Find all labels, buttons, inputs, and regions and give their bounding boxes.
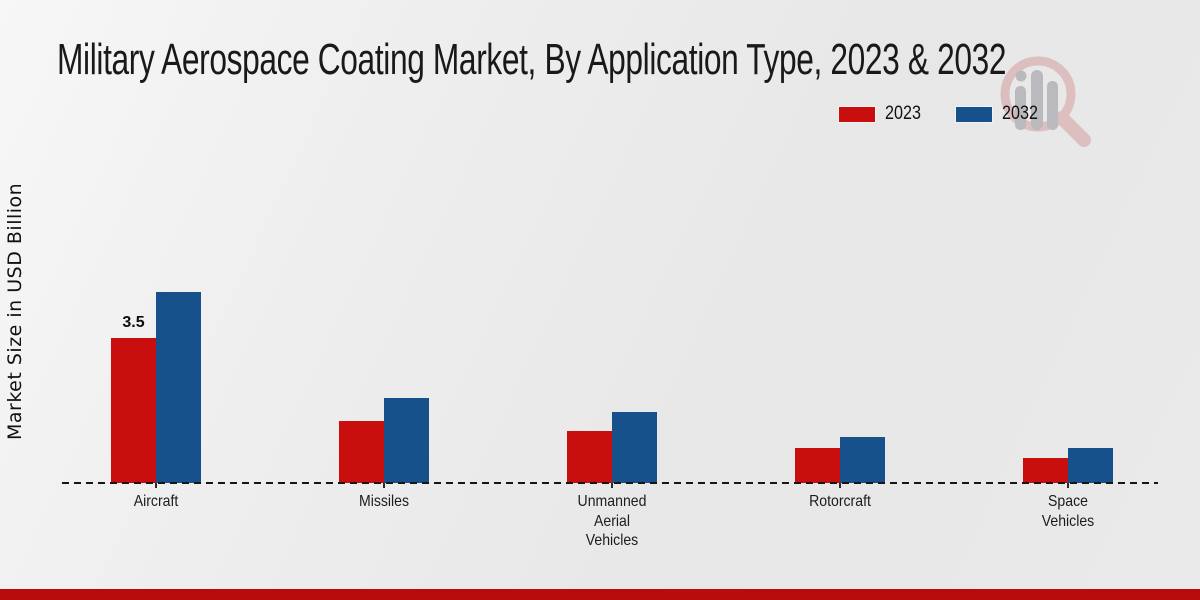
category-group-missiles: Missiles bbox=[270, 262, 498, 510]
legend-item-2032: 2032 bbox=[955, 103, 1044, 125]
plot-area: 3.5 Aircraft Missiles Unmanned Aerial Vehic… bbox=[42, 262, 1182, 549]
x-axis-tick-aircraft bbox=[155, 483, 157, 488]
category-label-space-vehicles: Space Vehicles bbox=[1041, 493, 1095, 530]
bar-2032-space-vehicles bbox=[1068, 448, 1113, 483]
x-axis-tick-missiles bbox=[383, 483, 385, 488]
legend-label-2023: 2023 bbox=[885, 103, 921, 124]
y-axis-label: Market Size in USD Billion bbox=[4, 182, 26, 440]
category-label-aircraft: Aircraft bbox=[133, 493, 179, 510]
x-axis-tick-space-vehicles bbox=[1067, 483, 1069, 488]
legend-swatch-2032 bbox=[955, 105, 994, 123]
bar-2032-aircraft bbox=[156, 292, 201, 483]
category-label-unmanned-aerial-vehicles: Unmanned Aerial Vehicles bbox=[577, 493, 647, 550]
category-label-missiles: Missiles bbox=[358, 493, 410, 510]
category-group-aircraft: 3.5 Aircraft bbox=[42, 262, 270, 510]
bar-2023-rotorcraft bbox=[795, 448, 840, 483]
bar-value-label-aircraft: 3.5 bbox=[122, 314, 145, 331]
category-group-unmanned-aerial-vehicles: Unmanned Aerial Vehicles bbox=[498, 262, 726, 549]
bar-2023-unmanned-aerial-vehicles bbox=[567, 431, 612, 483]
bar-2023-missiles bbox=[339, 421, 384, 483]
legend-label-2032: 2032 bbox=[1002, 103, 1039, 124]
bar-2023-aircraft: 3.5 bbox=[111, 314, 156, 483]
category-group-rotorcraft: Rotorcraft bbox=[726, 262, 954, 510]
x-axis-tick-rotorcraft bbox=[839, 483, 841, 488]
category-group-space-vehicles: Space Vehicles bbox=[954, 262, 1182, 530]
chart-title: Military Aerospace Coating Market, By Ap… bbox=[57, 35, 1007, 84]
legend-item-2023: 2023 bbox=[838, 103, 927, 125]
magnifier-chart-watermark-icon bbox=[1000, 56, 1091, 147]
bar-2032-unmanned-aerial-vehicles bbox=[612, 412, 657, 483]
legend-swatch-2023 bbox=[838, 105, 876, 123]
bar-2032-missiles bbox=[384, 398, 429, 483]
x-axis-tick-unmanned-aerial-vehicles bbox=[611, 483, 613, 488]
legend: 2023 2032 bbox=[838, 103, 1045, 125]
x-axis-baseline bbox=[62, 482, 1158, 484]
bar-2032-rotorcraft bbox=[840, 437, 885, 483]
category-label-rotorcraft: Rotorcraft bbox=[809, 493, 871, 510]
footer-bar bbox=[0, 589, 1200, 600]
bar-2023-space-vehicles bbox=[1023, 458, 1068, 483]
